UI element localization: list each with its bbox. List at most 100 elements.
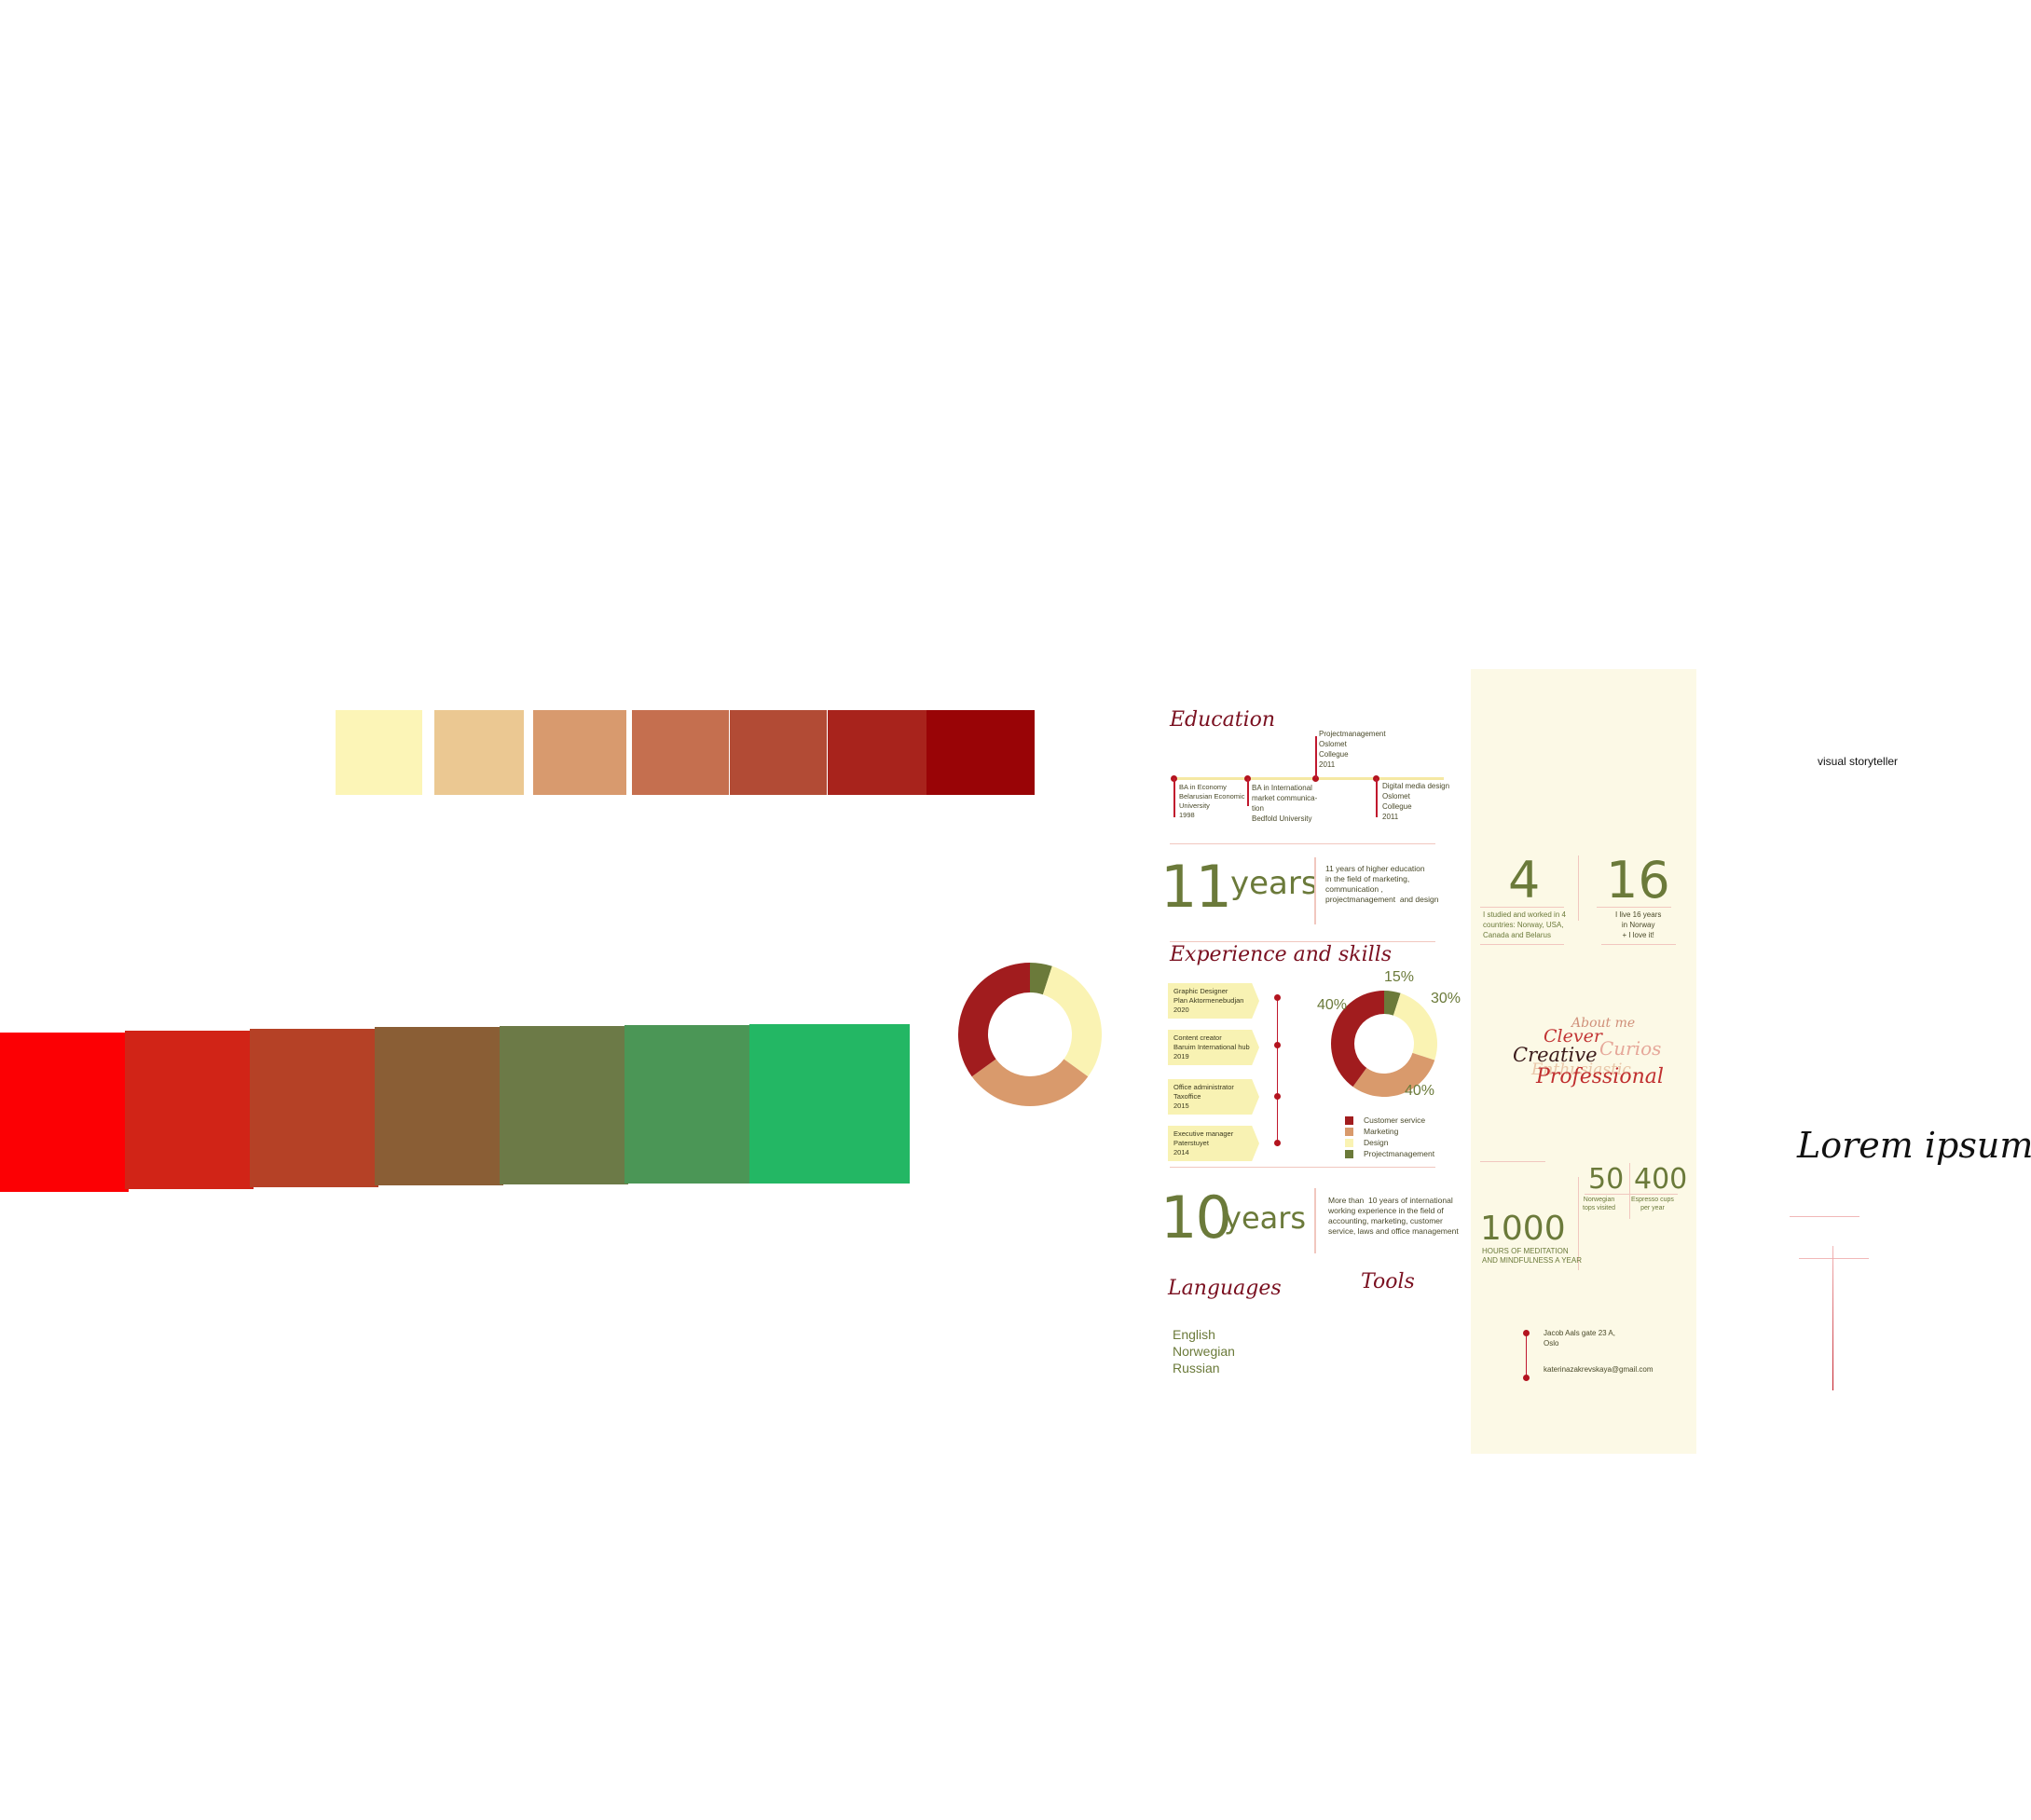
skills-label-bottom: 40%: [1405, 1083, 1435, 1099]
donut-slice: [1042, 965, 1102, 1077]
divider: [1314, 857, 1316, 924]
divider: [1480, 1161, 1545, 1162]
education-item: Projectmanagement Oslomet Collegue 2011: [1319, 730, 1386, 769]
palette-bottom-swatch: [500, 1026, 628, 1184]
job-tag: Content creator Baruim International hub…: [1168, 1030, 1259, 1065]
word-professional: Professional: [1536, 1065, 1664, 1088]
education-item: Digital media design Oslomet Collegue 20…: [1382, 782, 1450, 821]
work-years-number: 10: [1160, 1184, 1232, 1252]
job-text: Office administrator Taxoffice 2015: [1173, 1083, 1234, 1110]
divider: [1832, 1246, 1833, 1390]
about-me-label: About me: [1571, 1016, 1636, 1031]
language-item: English: [1173, 1327, 1215, 1342]
job-text: Graphic Designer Plan Aktormenebudjan 20…: [1173, 987, 1244, 1014]
stat-countries-desc: I studied and worked in 4 countries: Nor…: [1483, 910, 1566, 939]
divider: [1585, 1194, 1678, 1195]
divider: [1170, 941, 1435, 942]
word-enthusiastic: Enthusiastic: [1531, 1061, 1631, 1079]
skills-donut-chart: [1331, 991, 1437, 1097]
palette-bottom-swatch: [375, 1027, 503, 1185]
skills-label-top: 15%: [1384, 969, 1415, 985]
donut-slice: [1384, 991, 1401, 1016]
timeline-dot: [1312, 775, 1319, 782]
job-tag: Graphic Designer Plan Aktormenebudjan 20…: [1168, 983, 1259, 1019]
legend-swatch: [1345, 1128, 1353, 1136]
job-text: Executive manager Paterstuyet 2014: [1173, 1129, 1234, 1156]
legend-label: Customer service: [1364, 1115, 1426, 1125]
cv-side-panel: 4 I studied and worked in 4 countries: N…: [1471, 669, 1696, 1454]
palette-top-swatch: [828, 710, 926, 795]
donut-slice: [1393, 992, 1437, 1061]
job-dot: [1274, 1140, 1281, 1146]
cv-main: Education BA in Economy Belarusian Econo…: [1160, 671, 1468, 1398]
contact-dot: [1523, 1330, 1530, 1336]
languages-list: English Norwegian Russian: [1173, 1326, 1235, 1376]
divider: [1629, 1163, 1630, 1219]
timeline-stem: [1247, 778, 1249, 806]
divider: [1799, 1258, 1869, 1259]
stat-cups-number: 400: [1634, 1163, 1688, 1196]
skills-label-left: 40%: [1317, 997, 1348, 1013]
palette-bottom-swatch: [749, 1024, 910, 1184]
stat-meditation-number: 1000: [1480, 1210, 1566, 1248]
stat-tops-number: 50: [1588, 1163, 1625, 1196]
palette-bottom-swatch: [250, 1029, 378, 1187]
stat-years-number: 16: [1606, 851, 1670, 910]
donut-slice: [1352, 1052, 1435, 1097]
divider: [1170, 1167, 1435, 1168]
education-title: Education: [1170, 708, 1276, 732]
language-item: Russian: [1173, 1361, 1220, 1375]
legend-swatch: [1345, 1116, 1353, 1125]
palette-top-swatch: [926, 710, 1035, 795]
education-timeline: BA in Economy Belarusian Economic Univer…: [1160, 730, 1459, 848]
language-item: Norwegian: [1173, 1344, 1235, 1359]
word-curious: Curios: [1599, 1037, 1662, 1060]
legend-label: Projectmanagement: [1364, 1149, 1435, 1158]
lorem-heading: Lorem ipsum: [1797, 1125, 2031, 1166]
donut-slice: [1030, 963, 1052, 995]
tools-title: Tools: [1361, 1270, 1415, 1293]
job-dot: [1274, 994, 1281, 1001]
stat-tops-desc: Norwegian tops visited: [1583, 1197, 1616, 1211]
divider: [1578, 855, 1579, 921]
donut-slice: [958, 963, 1030, 1077]
legend-label: Design: [1364, 1138, 1389, 1147]
legend-label: Marketing: [1364, 1127, 1399, 1136]
skills-label-right: 30%: [1431, 991, 1461, 1006]
legend-swatch: [1345, 1150, 1353, 1158]
divider: [1601, 944, 1676, 945]
stat-countries-number: 4: [1508, 851, 1541, 910]
palette-top-swatch: [336, 710, 422, 795]
divider: [1578, 1177, 1579, 1270]
stat-meditation-desc: HOURS OF MEDITATION AND MINDFULNESS A YE…: [1482, 1247, 1582, 1265]
divider: [1314, 1188, 1316, 1253]
divider: [1790, 1216, 1859, 1217]
contact-address: Jacob Aals gate 23 A, Oslo: [1544, 1329, 1615, 1348]
job-tag: Executive manager Paterstuyet 2014: [1168, 1126, 1259, 1161]
timeline-stem: [1376, 778, 1378, 817]
divider: [1480, 907, 1564, 908]
job-dot: [1274, 1042, 1281, 1048]
word-creative: Creative: [1513, 1044, 1598, 1066]
palette-bottom-swatch: [0, 1033, 129, 1192]
palette-top-swatch: [730, 710, 827, 795]
edu-years-unit: years: [1230, 865, 1318, 902]
contact-email: katerinazakrevskaya@gmail.com: [1544, 1365, 1654, 1374]
timeline-axis: [1173, 777, 1444, 780]
edu-years-number: 11: [1160, 853, 1232, 921]
timeline-stem: [1315, 736, 1317, 778]
word-clever: Clever: [1544, 1026, 1602, 1047]
palette-top-swatch: [434, 710, 524, 795]
skills-legend: Customer service Marketing Design Projec…: [1345, 1115, 1485, 1182]
donut-slice: [971, 1059, 1089, 1106]
stat-years-desc: I live 16 years in Norway + I love it!: [1615, 910, 1662, 939]
divider: [1597, 907, 1671, 908]
donut-slice: [1331, 991, 1384, 1088]
palette-top-swatch: [632, 710, 729, 795]
palette-top-swatch: [533, 710, 626, 795]
job-tag: Office administrator Taxoffice 2015: [1168, 1079, 1259, 1115]
divider: [1170, 843, 1435, 844]
experience-title: Experience and skills: [1170, 943, 1393, 966]
work-years-unit: years: [1224, 1200, 1307, 1236]
job-line: [1277, 997, 1278, 1146]
